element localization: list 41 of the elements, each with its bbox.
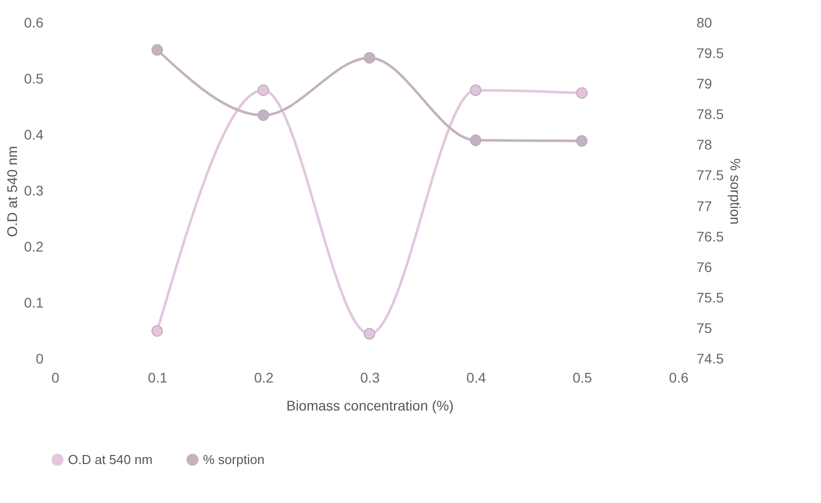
point — [258, 110, 270, 121]
x-tick-label: 0.2 — [254, 370, 274, 386]
y2-tick-label: 78.5 — [696, 106, 724, 122]
y-tick-label: 0.5 — [24, 70, 44, 86]
y-tick-label: 0.4 — [24, 126, 44, 142]
point — [151, 44, 163, 56]
legend-label: O.D at 540 nm — [68, 452, 153, 467]
y2-tick-label: 80 — [696, 14, 712, 30]
y2-tick-label: 75 — [696, 320, 712, 336]
y-axis-title: O.D at 540 nm — [4, 146, 20, 238]
point — [258, 84, 270, 96]
x-tick-label: 0.5 — [572, 370, 592, 386]
y2-tick-label: 77.5 — [696, 167, 724, 184]
y2-axis-title: % sorption — [728, 158, 744, 225]
point — [364, 52, 376, 64]
y2-tick-label: 79 — [696, 76, 712, 92]
point — [151, 325, 163, 337]
y2-tick-label: 79.5 — [696, 45, 724, 62]
y2-tick-label: 75.5 — [696, 289, 724, 306]
y2-tick-label: 78 — [696, 136, 712, 153]
point — [470, 84, 482, 96]
y-tick-label: 0 — [36, 350, 44, 366]
x-tick-label: 0.1 — [148, 370, 168, 386]
y-tick-label: 0.3 — [24, 182, 44, 198]
y-tick-label: 0.6 — [24, 14, 44, 30]
x-tick-label: 0 — [52, 370, 60, 386]
y2-tick-label: 76.5 — [696, 228, 724, 244]
point — [576, 135, 588, 147]
legend-label: % sorption — [203, 452, 264, 467]
y2-tick-label: 74.5 — [696, 350, 724, 366]
x-tick-label: 0.6 — [669, 370, 689, 386]
y-tick-label: 0.1 — [24, 294, 44, 310]
x-tick-label: 0.4 — [466, 370, 486, 386]
x-axis-title: Biomass concentration (%) — [286, 398, 454, 414]
y2-tick-label: 77 — [696, 198, 712, 214]
point — [470, 134, 482, 146]
y-tick-label: 0.2 — [24, 238, 44, 254]
point — [364, 328, 376, 340]
y2-tick-label: 76 — [696, 258, 712, 275]
x-tick-label: 0.3 — [360, 370, 380, 386]
point — [576, 87, 588, 99]
